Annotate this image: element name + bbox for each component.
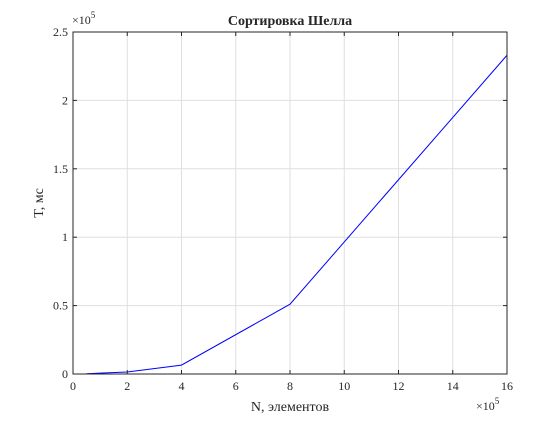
ticks — [72, 31, 508, 375]
x-tick-label: 16 — [501, 379, 513, 393]
x-tick-label: 8 — [287, 379, 293, 393]
tick-labels: 0 2 4 6 8 10 12 14 16 0 0.5 1 1.5 2 2.5 — [53, 25, 513, 393]
y-tick-label: 1 — [62, 230, 68, 244]
x-tick-label: 10 — [338, 379, 350, 393]
x-axis-multiplier: ×105 — [476, 396, 500, 413]
x-tick-label: 4 — [179, 379, 185, 393]
series-line — [86, 54, 508, 375]
y-tick-label: 2 — [62, 93, 68, 107]
y-tick-label: 1.5 — [53, 162, 68, 176]
grid — [72, 31, 508, 375]
series-layer — [86, 54, 508, 375]
y-multiplier-exponent: 5 — [91, 10, 96, 20]
y-tick-label: 2.5 — [53, 25, 68, 39]
y-axis-multiplier: ×105 — [72, 10, 96, 27]
y-tick-label: 0 — [62, 367, 68, 381]
x-tick-label: 0 — [70, 379, 76, 393]
x-axis-label: N, элементов — [251, 400, 330, 415]
x-tick-label: 2 — [124, 379, 130, 393]
x-multiplier-exponent: 5 — [495, 396, 500, 406]
x-tick-label: 6 — [233, 379, 239, 393]
y-multiplier-base: ×10 — [72, 13, 91, 27]
x-tick-label: 14 — [447, 379, 459, 393]
x-tick-label: 12 — [393, 379, 405, 393]
chart-title: Сортировка Шелла — [228, 14, 352, 29]
y-tick-label: 0.5 — [53, 299, 68, 313]
x-multiplier-base: ×10 — [476, 399, 495, 413]
y-axis-label: T, мс — [32, 188, 47, 218]
